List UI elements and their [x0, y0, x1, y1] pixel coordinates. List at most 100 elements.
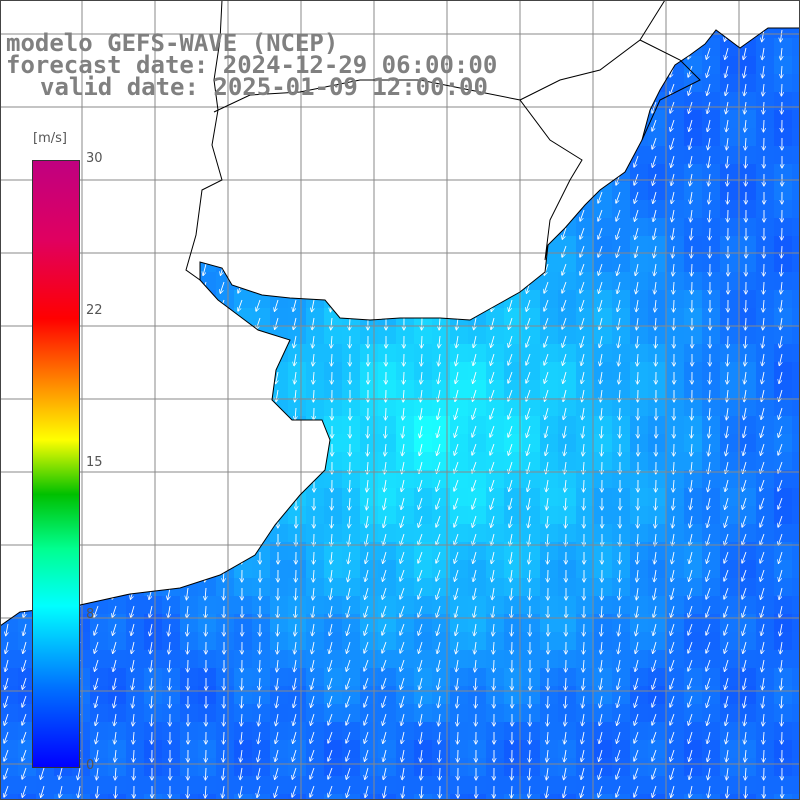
speed-cell	[612, 722, 630, 740]
speed-cell	[144, 488, 162, 506]
speed-cell	[360, 326, 378, 344]
wind-arrow	[726, 407, 728, 420]
speed-cell	[738, 74, 756, 92]
wind-arrow	[619, 407, 620, 420]
speed-cell	[180, 182, 198, 200]
speed-cell	[414, 380, 432, 398]
speed-cell	[144, 344, 162, 362]
speed-cell	[414, 578, 432, 596]
speed-cell	[342, 236, 360, 254]
speed-cell	[0, 776, 18, 794]
speed-cell	[90, 416, 108, 434]
speed-cell	[576, 56, 594, 74]
speed-cell	[252, 794, 270, 800]
speed-cell	[270, 542, 288, 560]
wind-arrow	[565, 65, 566, 78]
speed-cell	[306, 794, 324, 800]
speed-cell	[504, 218, 522, 236]
wind-arrow	[635, 263, 639, 276]
speed-cell	[792, 146, 800, 164]
wind-arrow	[778, 461, 783, 473]
wind-arrow	[130, 443, 135, 455]
speed-cell	[126, 614, 144, 632]
speed-cell	[414, 704, 432, 722]
wind-arrow	[113, 641, 117, 654]
wind-arrow	[204, 533, 206, 546]
wind-arrow	[112, 569, 117, 581]
speed-cell	[522, 560, 540, 578]
speed-cell	[756, 380, 774, 398]
speed-cell	[558, 110, 576, 128]
wind-arrow	[97, 353, 98, 366]
speed-cell	[396, 236, 414, 254]
wind-arrow	[436, 587, 441, 599]
speed-cell	[576, 254, 594, 272]
speed-cell	[216, 146, 234, 164]
wind-arrow	[23, 191, 27, 204]
speed-cell	[756, 578, 774, 596]
speed-cell	[612, 668, 630, 686]
wind-arrow	[238, 299, 243, 311]
wind-arrow	[780, 29, 782, 42]
speed-cell	[774, 722, 792, 740]
speed-cell	[486, 308, 504, 326]
speed-cell	[630, 236, 648, 254]
speed-cell	[630, 272, 648, 290]
wind-arrow	[760, 587, 765, 600]
speed-cell	[738, 146, 756, 164]
speed-cell	[612, 650, 630, 668]
speed-cell	[180, 452, 198, 470]
speed-cell	[414, 254, 432, 272]
wind-arrow	[419, 29, 423, 42]
speed-cell	[738, 272, 756, 290]
speed-cell	[738, 290, 756, 308]
wind-arrow	[511, 605, 512, 618]
speed-cell	[738, 686, 756, 704]
speed-cell	[738, 542, 756, 560]
speed-cell	[720, 362, 738, 380]
speed-cell	[126, 416, 144, 434]
wind-arrow	[276, 389, 278, 402]
speed-cell	[486, 110, 504, 128]
speed-cell	[576, 272, 594, 290]
speed-cell	[594, 578, 612, 596]
speed-cell	[792, 182, 800, 200]
wind-arrow	[490, 479, 495, 491]
wind-arrow	[744, 101, 746, 114]
wind-arrow	[439, 767, 440, 780]
speed-cell	[342, 326, 360, 344]
speed-cell	[36, 776, 54, 794]
speed-cell	[558, 236, 576, 254]
wind-arrow	[403, 371, 404, 384]
wind-arrow	[346, 155, 351, 167]
speed-cell	[0, 236, 18, 254]
speed-cell	[180, 362, 198, 380]
speed-cell	[684, 668, 702, 686]
speed-cell	[774, 488, 792, 506]
speed-cell	[594, 794, 612, 800]
speed-cell	[108, 164, 126, 182]
speed-cell	[306, 560, 324, 578]
speed-cell	[216, 398, 234, 416]
speed-cell	[792, 218, 800, 236]
wind-arrow	[293, 101, 297, 114]
speed-cell	[756, 650, 774, 668]
speed-cell	[162, 290, 180, 308]
speed-cell	[522, 290, 540, 308]
speed-cell	[144, 686, 162, 704]
speed-cell	[414, 200, 432, 218]
speed-cell	[522, 704, 540, 722]
speed-cell	[216, 308, 234, 326]
wind-arrow	[241, 101, 242, 114]
wind-arrow	[582, 389, 584, 402]
wind-arrow	[96, 407, 98, 420]
wind-arrow	[202, 425, 207, 437]
speed-cell	[270, 740, 288, 758]
wind-arrow	[707, 515, 711, 528]
wind-arrow	[313, 353, 314, 366]
speed-cell	[144, 218, 162, 236]
speed-cell	[90, 344, 108, 362]
speed-cell	[756, 236, 774, 254]
speed-cell	[108, 776, 126, 794]
speed-cell	[216, 452, 234, 470]
